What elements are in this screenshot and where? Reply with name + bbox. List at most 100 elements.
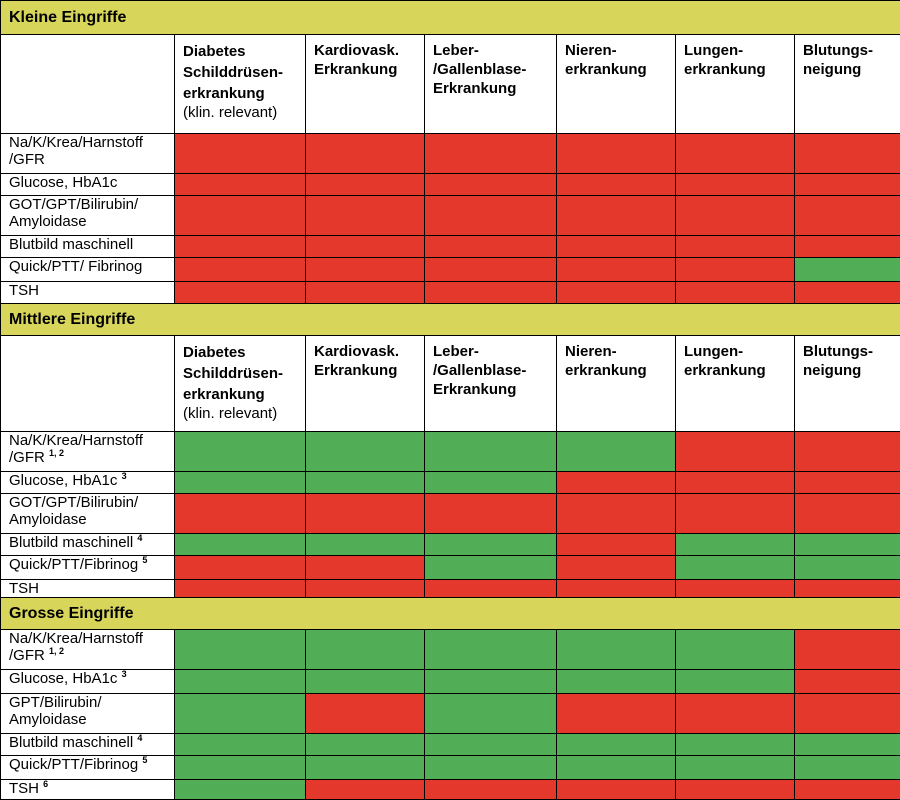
row-label-line: Na/K/Krea/Harnstoff bbox=[9, 134, 174, 151]
column-header-line: Diabetes bbox=[183, 342, 305, 363]
section-row: Mittlere Eingriffe bbox=[1, 304, 900, 336]
red-cell bbox=[676, 258, 795, 282]
red-cell bbox=[795, 472, 900, 494]
table-row: Glucose, HbA1c 3 bbox=[1, 472, 900, 494]
red-cell bbox=[676, 780, 795, 800]
footnote-marker: 4 bbox=[137, 534, 142, 544]
red-cell bbox=[306, 780, 425, 800]
column-header: Nieren-erkrankung bbox=[557, 336, 676, 432]
row-label-text: Na/K/Krea/Harnstoff bbox=[9, 134, 143, 151]
red-cell bbox=[557, 494, 676, 534]
red-cell bbox=[676, 282, 795, 304]
column-header-line: erkrankung bbox=[183, 384, 305, 405]
red-cell bbox=[676, 174, 795, 196]
section-title: Kleine Eingriffe bbox=[1, 1, 900, 35]
red-cell bbox=[425, 780, 557, 800]
table-row: Blutbild maschinell 4 bbox=[1, 734, 900, 756]
green-cell bbox=[306, 756, 425, 780]
red-cell bbox=[557, 258, 676, 282]
row-label: TSH bbox=[1, 282, 175, 304]
red-cell bbox=[306, 196, 425, 236]
footnote-marker: 3 bbox=[122, 472, 127, 482]
column-header-line: Blutungs- bbox=[803, 342, 900, 361]
green-cell bbox=[557, 670, 676, 694]
row-label: Glucose, HbA1c bbox=[1, 174, 175, 196]
row-label-line: Blutbild maschinell 4 bbox=[9, 734, 174, 751]
red-cell bbox=[306, 494, 425, 534]
row-label-text: /GFR bbox=[9, 449, 45, 466]
row-label: GPT/Bilirubin/Amyloidase bbox=[1, 694, 175, 734]
red-cell bbox=[175, 134, 306, 174]
red-cell bbox=[676, 432, 795, 472]
row-label-line: Amyloidase bbox=[9, 511, 174, 528]
red-cell bbox=[306, 580, 425, 598]
red-cell bbox=[795, 494, 900, 534]
row-label: Quick/PTT/ Fibrinog bbox=[1, 258, 175, 282]
red-cell bbox=[306, 174, 425, 196]
green-cell bbox=[795, 556, 900, 580]
column-header: Nieren-erkrankung bbox=[557, 35, 676, 134]
red-cell bbox=[306, 694, 425, 734]
red-cell bbox=[306, 236, 425, 258]
red-cell bbox=[676, 196, 795, 236]
table-row: GOT/GPT/Bilirubin/Amyloidase bbox=[1, 196, 900, 236]
green-cell bbox=[425, 756, 557, 780]
row-label-text: Glucose, HbA1c bbox=[9, 670, 117, 687]
column-header-line: Kardiovask. bbox=[314, 342, 424, 361]
green-cell bbox=[557, 734, 676, 756]
row-label-line: Blutbild maschinell 4 bbox=[9, 534, 174, 551]
green-cell bbox=[795, 258, 900, 282]
red-cell bbox=[175, 494, 306, 534]
table-row: Quick/PTT/Fibrinog 5 bbox=[1, 556, 900, 580]
red-cell bbox=[425, 494, 557, 534]
column-header-line: erkrankung bbox=[565, 361, 675, 380]
section-title: Grosse Eingriffe bbox=[1, 598, 900, 630]
column-header-line: Schilddrüsen- bbox=[183, 62, 305, 83]
column-header-line: Lungen- bbox=[684, 342, 794, 361]
column-header: Lungen-erkrankung bbox=[676, 35, 795, 134]
table-row: Blutbild maschinell 4 bbox=[1, 534, 900, 556]
red-cell bbox=[676, 580, 795, 598]
footnote-marker: 1, 2 bbox=[49, 646, 64, 656]
footnote-marker: 3 bbox=[122, 670, 127, 680]
green-cell bbox=[306, 472, 425, 494]
green-cell bbox=[425, 694, 557, 734]
row-label: Na/K/Krea/Harnstoff/GFR 1, 2 bbox=[1, 432, 175, 472]
green-cell bbox=[676, 670, 795, 694]
red-cell bbox=[795, 432, 900, 472]
column-header-line: Erkrankung bbox=[314, 60, 424, 79]
red-cell bbox=[175, 196, 306, 236]
red-cell bbox=[676, 494, 795, 534]
row-label-line: Amyloidase bbox=[9, 711, 174, 728]
column-header-line: Leber- bbox=[433, 342, 556, 361]
row-label: TSH bbox=[1, 580, 175, 598]
red-cell bbox=[676, 236, 795, 258]
green-cell bbox=[425, 734, 557, 756]
green-cell bbox=[306, 630, 425, 670]
red-cell bbox=[425, 282, 557, 304]
row-label-text: Blutbild maschinell bbox=[9, 734, 133, 751]
column-header-line: neigung bbox=[803, 60, 900, 79]
row-label-line: GOT/GPT/Bilirubin/ bbox=[9, 494, 174, 511]
table-row: TSH 6 bbox=[1, 780, 900, 800]
red-cell bbox=[557, 282, 676, 304]
red-cell bbox=[676, 472, 795, 494]
red-cell bbox=[676, 694, 795, 734]
column-header-line: neigung bbox=[803, 361, 900, 380]
column-header: Lungen-erkrankung bbox=[676, 336, 795, 432]
red-cell bbox=[175, 236, 306, 258]
green-cell bbox=[795, 756, 900, 780]
row-label-text: TSH bbox=[9, 580, 39, 597]
green-cell bbox=[175, 780, 306, 800]
row-label: Quick/PTT/Fibrinog 5 bbox=[1, 556, 175, 580]
column-header-line: erkrankung bbox=[684, 361, 794, 380]
column-header: Blutungs-neigung bbox=[795, 336, 900, 432]
green-cell bbox=[425, 432, 557, 472]
column-header-line: erkrankung bbox=[684, 60, 794, 79]
green-cell bbox=[557, 630, 676, 670]
column-header: Blutungs-neigung bbox=[795, 35, 900, 134]
red-cell bbox=[425, 580, 557, 598]
footnote-marker: 1, 2 bbox=[49, 448, 64, 458]
